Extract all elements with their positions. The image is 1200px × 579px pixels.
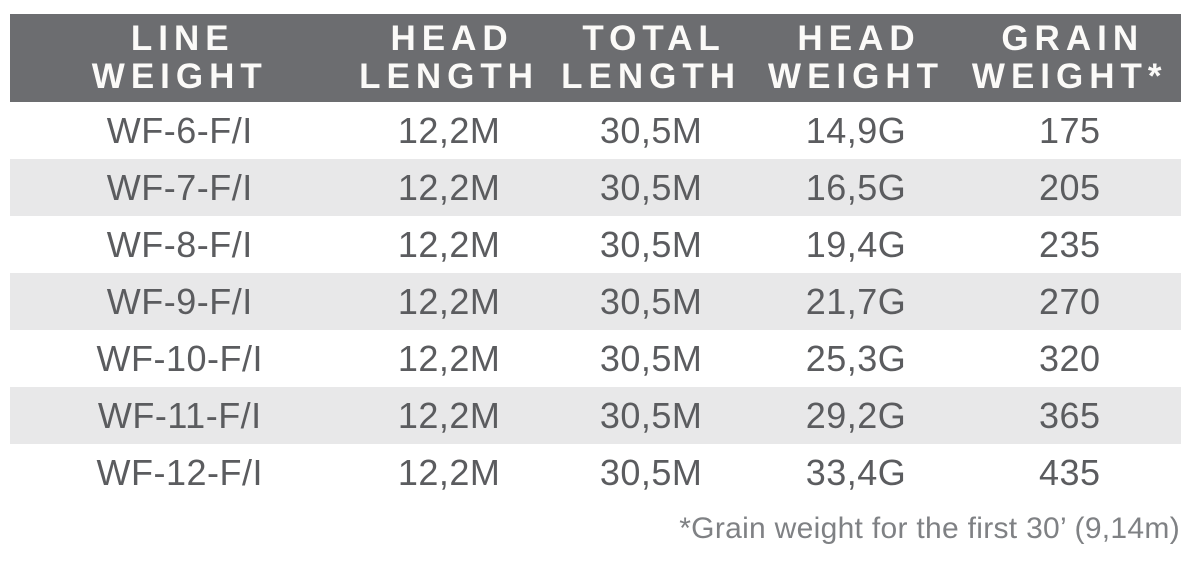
cell: 30,5M [599, 166, 703, 208]
cell: 12,2M [397, 394, 501, 436]
table-row: WF-7-F/I 12,2M 30,5M 16,5G 205 [10, 159, 1181, 216]
header-line: WEIGHT* [971, 57, 1168, 96]
cell: 235 [1038, 223, 1101, 265]
table-body: WF-6-F/I 12,2M 30,5M 14,9G 175 WF-7-F/I 12,2M 3… [10, 102, 1181, 501]
cell: 205 [1038, 166, 1101, 208]
header-cell-head-length: HEAD LENGTH [350, 20, 549, 96]
cell: 365 [1038, 394, 1101, 436]
cell: 33,4G [805, 451, 907, 493]
header-line: LINE [130, 19, 235, 58]
header-line: WEIGHT [91, 57, 268, 96]
table-row: WF-10-F/I 12,2M 30,5M 25,3G 320 [10, 330, 1181, 387]
cell: 19,4G [805, 223, 907, 265]
cell: WF-10-F/I [96, 337, 264, 379]
cell: 25,3G [805, 337, 907, 379]
cell: 30,5M [599, 223, 703, 265]
cell: WF-8-F/I [106, 223, 253, 265]
cell: 175 [1038, 109, 1101, 151]
table-row: WF-6-F/I 12,2M 30,5M 14,9G 175 [10, 102, 1181, 159]
cell: 12,2M [397, 337, 501, 379]
cell: WF-11-F/I [97, 394, 262, 436]
header-line: LENGTH [359, 57, 540, 96]
cell: 435 [1038, 451, 1101, 493]
header-cell-total-length: TOTAL LENGTH [549, 20, 754, 96]
header-line: HEAD [797, 19, 921, 58]
table-footnote: *Grain weight for the first 30’ (9,14m) [679, 512, 1180, 545]
cell: 12,2M [397, 223, 501, 265]
header-line: LENGTH [561, 57, 742, 96]
header-cell-head-weight: HEAD WEIGHT [754, 20, 959, 96]
header-line: TOTAL [582, 19, 726, 58]
header-line: WEIGHT [768, 57, 945, 96]
cell: 12,2M [397, 166, 501, 208]
table-row: WF-9-F/I 12,2M 30,5M 21,7G 270 [10, 273, 1181, 330]
header-cell-grain-weight: GRAIN WEIGHT* [958, 20, 1180, 96]
cell: 270 [1038, 280, 1101, 322]
cell: WF-7-F/I [106, 166, 253, 208]
table-row: WF-11-F/I 12,2M 30,5M 29,2G 365 [10, 387, 1181, 444]
header-line: GRAIN [1001, 19, 1145, 58]
cell: 30,5M [599, 280, 703, 322]
header-cell-line-weight: LINE WEIGHT [10, 20, 350, 96]
cell: 12,2M [397, 109, 501, 151]
cell: WF-12-F/I [96, 451, 264, 493]
cell: 12,2M [397, 280, 501, 322]
table-header: LINE WEIGHT HEAD LENGTH TOTAL LENGTH HEA… [10, 14, 1181, 102]
table-row: WF-8-F/I 12,2M 30,5M 19,4G 235 [10, 216, 1181, 273]
cell: 30,5M [599, 109, 703, 151]
cell: 30,5M [599, 337, 703, 379]
cell: 16,5G [805, 166, 907, 208]
cell: 29,2G [805, 394, 907, 436]
cell: 320 [1038, 337, 1101, 379]
cell: WF-6-F/I [106, 109, 253, 151]
cell: 30,5M [599, 394, 703, 436]
cell: WF-9-F/I [106, 280, 253, 322]
cell: 30,5M [599, 451, 703, 493]
cell: 21,7G [805, 280, 907, 322]
header-line: HEAD [390, 19, 514, 58]
table-row: WF-12-F/I 12,2M 30,5M 33,4G 435 [10, 444, 1181, 501]
spec-table: LINE WEIGHT HEAD LENGTH TOTAL LENGTH HEA… [10, 14, 1181, 501]
cell: 14,9G [805, 109, 907, 151]
cell: 12,2M [397, 451, 501, 493]
